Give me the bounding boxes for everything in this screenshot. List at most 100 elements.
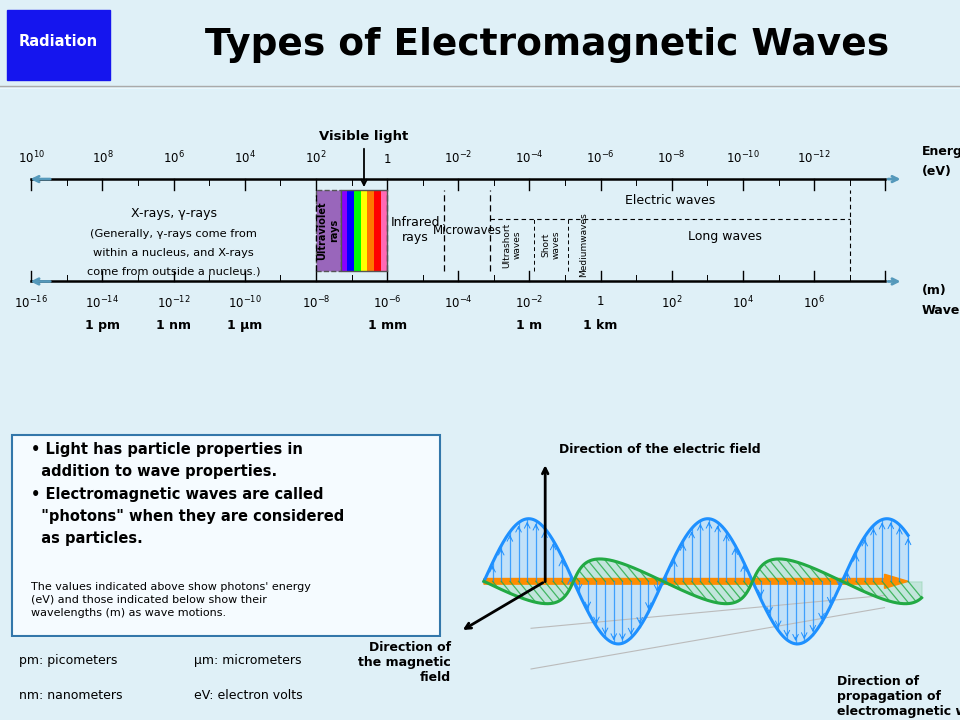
Text: Direction of
propagation of
electromagnetic waves: Direction of propagation of electromagne… bbox=[837, 675, 960, 719]
Bar bbox=[0, 89, 960, 90]
Text: $10^{4}$: $10^{4}$ bbox=[732, 294, 754, 311]
Bar bbox=[0, 89, 960, 90]
Text: nm: nanometers: nm: nanometers bbox=[19, 690, 122, 703]
Text: 1 μm: 1 μm bbox=[228, 319, 262, 332]
Bar bbox=[0, 89, 960, 90]
Text: Infrared
rays: Infrared rays bbox=[391, 216, 441, 244]
Text: Microwaves: Microwaves bbox=[433, 224, 502, 237]
Bar bbox=[354, 190, 361, 271]
Text: eV: electron volts: eV: electron volts bbox=[194, 690, 302, 703]
Bar bbox=[0, 89, 960, 90]
Bar bbox=[0, 89, 960, 90]
Text: $10^{6}$: $10^{6}$ bbox=[804, 294, 825, 311]
Bar bbox=[0, 89, 960, 90]
Text: 1 mm: 1 mm bbox=[368, 319, 407, 332]
Text: (eV): (eV) bbox=[922, 165, 951, 178]
Text: $10^{-2}$: $10^{-2}$ bbox=[516, 294, 543, 311]
Text: $10^{-6}$: $10^{-6}$ bbox=[372, 294, 401, 311]
Text: 1 m: 1 m bbox=[516, 319, 542, 332]
Text: Visible light: Visible light bbox=[320, 130, 409, 143]
Bar bbox=[0, 89, 960, 90]
Bar bbox=[0, 89, 960, 90]
FancyArrow shape bbox=[484, 575, 908, 588]
Text: within a nucleus, and X-rays: within a nucleus, and X-rays bbox=[93, 248, 254, 258]
Text: Types of Electromagnetic Waves: Types of Electromagnetic Waves bbox=[205, 27, 889, 63]
Text: $10^{-10}$: $10^{-10}$ bbox=[228, 294, 262, 311]
Text: $1$: $1$ bbox=[596, 294, 605, 307]
Bar bbox=[0, 89, 960, 90]
Bar bbox=[0, 89, 960, 90]
Text: Wavelength: Wavelength bbox=[922, 305, 960, 318]
Bar bbox=[0, 89, 960, 90]
Text: $10^{-4}$: $10^{-4}$ bbox=[444, 294, 472, 311]
Text: 1 pm: 1 pm bbox=[85, 319, 120, 332]
Bar bbox=[0, 89, 960, 90]
Bar bbox=[0, 89, 960, 90]
Bar bbox=[0, 89, 960, 90]
Text: • Light has particle properties in
  addition to wave properties.
• Electromagne: • Light has particle properties in addit… bbox=[32, 442, 345, 546]
Bar bbox=[380, 190, 387, 271]
Bar bbox=[0, 89, 960, 90]
Text: $10^{2}$: $10^{2}$ bbox=[305, 149, 326, 166]
Text: $10^{-12}$: $10^{-12}$ bbox=[798, 149, 831, 166]
Bar bbox=[0, 89, 960, 90]
Text: pm: picometers: pm: picometers bbox=[19, 654, 117, 667]
Bar bbox=[0, 89, 960, 90]
Text: 1 nm: 1 nm bbox=[156, 319, 191, 332]
Text: $10^{-10}$: $10^{-10}$ bbox=[726, 149, 760, 166]
Bar bbox=[0, 89, 960, 90]
Text: Ultrashort
waves: Ultrashort waves bbox=[503, 222, 522, 268]
Text: $10^{-8}$: $10^{-8}$ bbox=[301, 294, 330, 311]
Bar bbox=[341, 190, 348, 271]
Text: Radiation: Radiation bbox=[19, 34, 98, 49]
FancyBboxPatch shape bbox=[7, 10, 110, 80]
Bar bbox=[0, 89, 960, 90]
Bar bbox=[368, 190, 373, 271]
Text: $10^{8}$: $10^{8}$ bbox=[91, 149, 113, 166]
Bar bbox=[0, 89, 960, 90]
Text: $10^{-14}$: $10^{-14}$ bbox=[85, 294, 119, 311]
Text: Direction of the electric field: Direction of the electric field bbox=[560, 444, 761, 456]
Bar bbox=[0, 89, 960, 90]
Bar bbox=[373, 190, 380, 271]
Bar bbox=[0, 89, 960, 90]
Text: Short
waves: Short waves bbox=[541, 231, 561, 259]
Bar bbox=[0, 89, 960, 90]
FancyBboxPatch shape bbox=[12, 435, 440, 636]
Text: Long waves: Long waves bbox=[688, 230, 762, 243]
Bar bbox=[0, 89, 960, 90]
Bar bbox=[316, 190, 341, 271]
Bar bbox=[0, 89, 960, 90]
Bar bbox=[0, 89, 960, 90]
Bar bbox=[0, 89, 960, 90]
Bar bbox=[0, 89, 960, 90]
Bar bbox=[0, 89, 960, 90]
Bar bbox=[348, 190, 354, 271]
Text: Direction of
the magnetic
field: Direction of the magnetic field bbox=[358, 641, 451, 684]
Text: $1$: $1$ bbox=[383, 153, 392, 166]
Text: (m): (m) bbox=[922, 284, 947, 297]
Text: $10^{-8}$: $10^{-8}$ bbox=[658, 149, 686, 166]
Text: 1 km: 1 km bbox=[584, 319, 618, 332]
Text: $10^{10}$: $10^{10}$ bbox=[18, 149, 45, 166]
Text: $10^{2}$: $10^{2}$ bbox=[661, 294, 683, 311]
Text: $10^{6}$: $10^{6}$ bbox=[163, 149, 184, 166]
Bar bbox=[0, 89, 960, 90]
Bar bbox=[0, 89, 960, 90]
Bar bbox=[0, 89, 960, 90]
Text: (Generally, γ-rays come from: (Generally, γ-rays come from bbox=[90, 230, 257, 240]
Text: come from outside a nucleus.): come from outside a nucleus.) bbox=[87, 267, 260, 276]
Text: $10^{-2}$: $10^{-2}$ bbox=[444, 149, 472, 166]
Text: $10^{-12}$: $10^{-12}$ bbox=[156, 294, 190, 311]
Bar bbox=[0, 89, 960, 90]
Text: $10^{-4}$: $10^{-4}$ bbox=[516, 149, 543, 166]
Bar bbox=[0, 89, 960, 90]
Text: Ultraviolet
rays: Ultraviolet rays bbox=[318, 201, 339, 260]
Text: The values indicated above show photons' energy
(eV) and those indicated below s: The values indicated above show photons'… bbox=[32, 582, 311, 618]
Bar bbox=[0, 89, 960, 90]
Bar bbox=[341, 190, 387, 271]
Bar bbox=[361, 190, 368, 271]
Text: Energy: Energy bbox=[922, 145, 960, 158]
Text: $10^{-6}$: $10^{-6}$ bbox=[587, 149, 615, 166]
Text: $10^{4}$: $10^{4}$ bbox=[234, 149, 255, 166]
